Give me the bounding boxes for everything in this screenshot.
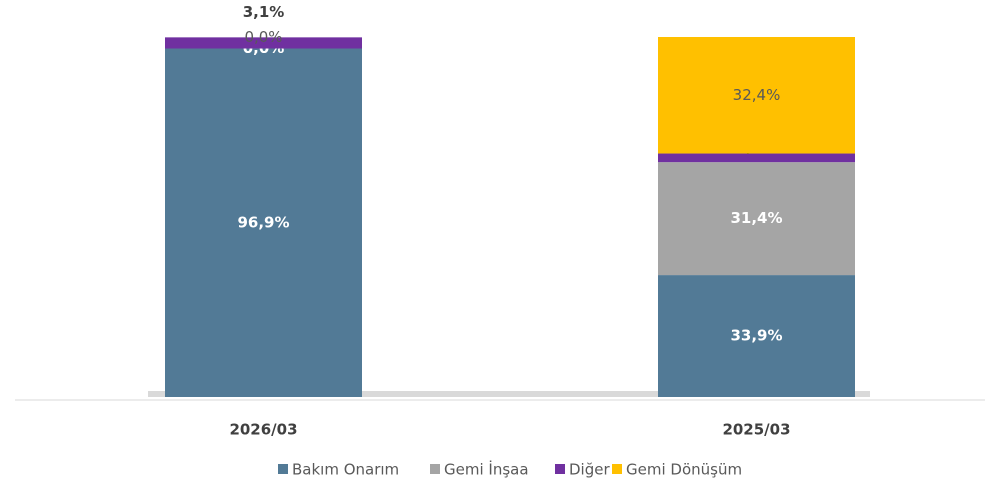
bar-segment [658,275,855,397]
legend-label: Gemi Dönüşüm [626,461,742,479]
bar-segment [165,48,362,398]
bar-segment [658,153,855,163]
legend-label: Bakım Onarım [292,461,399,479]
bar-segment [658,37,855,154]
legend-swatch [555,464,565,474]
legend-label: Gemi İnşaa [444,460,529,479]
bar-segment [658,162,855,276]
value-label: 3,1% [243,3,285,21]
x-tick-label: 2026/03 [229,421,297,439]
legend-swatch [430,464,440,474]
value-label: 33,9% [730,327,782,345]
legend-swatch [278,464,288,474]
floor-shadow [148,391,870,397]
value-label: 96,9% [237,213,289,231]
bar-segment [165,37,362,49]
x-tick-label: 2025/03 [722,421,790,439]
value-label: 32,4% [733,86,781,104]
value-label: 0,0% [244,28,282,46]
legend-label: Diğer [569,461,610,479]
value-label: 31,4% [730,209,782,227]
legend-swatch [612,464,622,474]
